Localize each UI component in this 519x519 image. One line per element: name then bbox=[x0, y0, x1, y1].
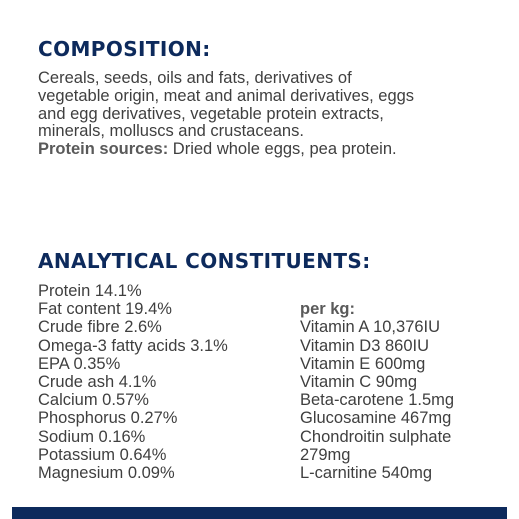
composition-text: Cereals, seeds, oils and fats, derivativ… bbox=[38, 69, 508, 159]
constituent-item: Sodium 0.16% bbox=[38, 427, 146, 446]
list-spacer bbox=[300, 282, 454, 300]
analytical-constituents-heading: ANALYTICAL CONSTITUENTS: bbox=[38, 249, 371, 273]
constituent-item: Fat content 19.4% bbox=[38, 300, 172, 319]
constituents-list: Protein 14.1% Fat content 19.4% Crude fi… bbox=[38, 282, 228, 482]
composition-line: Cereals, seeds, oils and fats, derivativ… bbox=[38, 69, 352, 87]
composition-line: vegetable origin, meat and animal deriva… bbox=[38, 86, 415, 105]
protein-sources-line: Protein sources: Dried whole eggs, pea p… bbox=[38, 140, 508, 159]
constituent-item: Protein 14.1% bbox=[38, 282, 142, 300]
per-kg-item: Vitamin D3 860IU bbox=[300, 336, 430, 355]
constituent-item: Omega-3 fatty acids 3.1% bbox=[38, 336, 228, 355]
constituent-item: EPA 0.35% bbox=[38, 354, 121, 373]
constituent-item: Crude ash 4.1% bbox=[38, 373, 157, 392]
per-kg-item: L-carnitine 540mg bbox=[300, 464, 433, 483]
composition-heading: COMPOSITION: bbox=[38, 37, 211, 61]
per-kg-item: Glucosamine 467mg bbox=[300, 409, 452, 428]
protein-sources-value: Dried whole eggs, pea protein. bbox=[168, 140, 397, 159]
constituent-item: Calcium 0.57% bbox=[38, 391, 149, 410]
per-kg-list: per kg: Vitamin A 10,376IU Vitamin D3 86… bbox=[300, 282, 454, 482]
protein-sources-label: Protein sources: bbox=[38, 140, 169, 159]
per-kg-item: Chondroitin sulphate bbox=[300, 427, 452, 446]
composition-line: minerals, molluscs and crustaceans. bbox=[38, 122, 304, 141]
per-kg-item: Vitamin C 90mg bbox=[300, 373, 418, 391]
per-kg-item: 279mg bbox=[300, 445, 351, 464]
constituent-item: Magnesium 0.09% bbox=[38, 464, 175, 483]
per-kg-item: Beta-carotene 1.5mg bbox=[300, 391, 455, 410]
per-kg-item: Vitamin A 10,376IU bbox=[300, 318, 441, 337]
per-kg-item: Vitamin E 600mg bbox=[300, 354, 426, 373]
composition-line: and egg derivatives, vegetable protein e… bbox=[38, 104, 384, 123]
footer-bar bbox=[12, 507, 507, 519]
constituent-item: Crude fibre 2.6% bbox=[38, 318, 162, 337]
constituent-item: Potassium 0.64% bbox=[38, 445, 167, 464]
per-kg-label: per kg: bbox=[300, 300, 356, 319]
constituent-item: Phosphorus 0.27% bbox=[38, 409, 178, 428]
